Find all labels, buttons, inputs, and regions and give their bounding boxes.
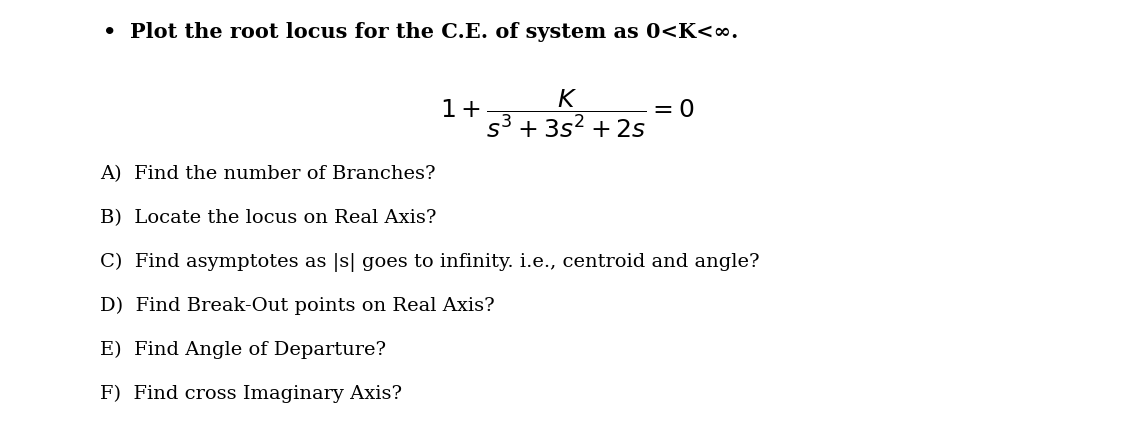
Text: E)  Find Angle of Departure?: E) Find Angle of Departure? [100, 341, 386, 359]
Text: D)  Find Break-Out points on Real Axis?: D) Find Break-Out points on Real Axis? [100, 297, 494, 315]
Text: C)  Find asymptotes as |s| goes to infinity. i.e., centroid and angle?: C) Find asymptotes as |s| goes to infini… [100, 253, 760, 272]
Text: F)  Find cross Imaginary Axis?: F) Find cross Imaginary Axis? [100, 385, 403, 403]
Text: •: • [103, 22, 117, 42]
Text: $1 + \dfrac{K}{s^3 + 3s^2 + 2s} = 0$: $1 + \dfrac{K}{s^3 + 3s^2 + 2s} = 0$ [440, 88, 694, 140]
Text: A)  Find the number of Branches?: A) Find the number of Branches? [100, 165, 435, 183]
Text: B)  Locate the locus on Real Axis?: B) Locate the locus on Real Axis? [100, 209, 437, 227]
Text: Plot the root locus for the C.E. of system as 0<K<∞.: Plot the root locus for the C.E. of syst… [130, 22, 738, 42]
